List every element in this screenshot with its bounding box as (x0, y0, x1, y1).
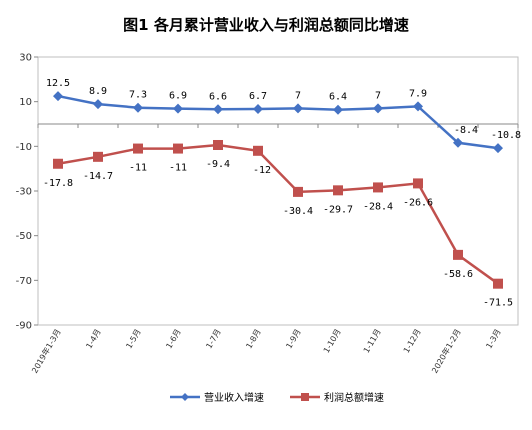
y-tick-label-3: -30 (16, 187, 32, 198)
x-tick-label-2: 1-5月 (124, 328, 142, 351)
series-line-1 (57, 143, 499, 285)
legend-marker-0 (181, 393, 189, 401)
y-tick-label-5: -70 (16, 276, 32, 287)
y-tick-label-4: -50 (16, 231, 32, 242)
x-tick-label-0: 2019年1-3月 (29, 327, 62, 375)
series-0-point-5 (253, 104, 263, 115)
series-0-label-4: 6.6 (209, 91, 227, 102)
series-0-label-5: 6.7 (249, 91, 267, 102)
series-0-point-8 (373, 103, 383, 114)
series-0-point-1 (93, 99, 103, 110)
series-1-label-11: -71.5 (483, 298, 513, 309)
series-1-label-1: -14.7 (83, 171, 113, 182)
x-tick-label-1: 1-4月 (84, 328, 102, 351)
x-tick-label-6: 1-9月 (284, 328, 302, 351)
series-0-label-2: 7.3 (129, 90, 147, 101)
legend-label-0: 营业收入增速 (204, 391, 264, 404)
series-1-label-8: -28.4 (363, 201, 393, 212)
series-1-label-10: -58.6 (443, 269, 473, 280)
series-0-label-8: 7 (375, 90, 381, 101)
x-tick-label-4: 1-7月 (204, 328, 222, 351)
series-0-point-0 (53, 91, 63, 102)
series-0-label-10: -8.4 (454, 125, 478, 136)
series-0-point-9 (413, 101, 423, 112)
series-1-point-5 (253, 145, 263, 156)
series-1-point-9 (413, 178, 423, 189)
series-1-point-1 (93, 151, 103, 162)
series-0-point-10 (453, 137, 463, 148)
series-0-label-0: 12.5 (46, 78, 70, 89)
series-1-point-11 (493, 278, 503, 289)
x-tick-label-5: 1-8月 (244, 328, 262, 351)
series-1-label-6: -30.4 (283, 206, 313, 217)
series-0-label-9: 7.9 (409, 88, 427, 99)
legend-marker-1 (301, 393, 309, 401)
series-1-label-2: -11 (129, 163, 147, 174)
series-1-point-10 (453, 249, 463, 260)
series-1-point-2 (133, 143, 143, 154)
x-tick-label-9: 1-12月 (402, 328, 423, 355)
series-0-point-2 (133, 102, 143, 113)
x-tick-label-7: 1-10月 (322, 328, 343, 355)
series-line-0 (57, 94, 499, 150)
y-tick-label-2: -10 (16, 142, 32, 153)
x-tick-label-11: 1-3月 (484, 328, 502, 351)
series-0-label-6: 7 (295, 90, 301, 101)
series-1-point-8 (373, 182, 383, 193)
series-1-label-4: -9.4 (206, 159, 230, 170)
series-0-point-3 (173, 103, 183, 114)
series-1-point-4 (213, 139, 223, 150)
x-tick-label-3: 1-6月 (164, 328, 182, 351)
series-0-label-1: 8.9 (89, 86, 107, 97)
y-tick-label-1: 10 (19, 97, 32, 108)
series-1-label-7: -29.7 (323, 204, 353, 215)
series-1-point-7 (333, 185, 343, 196)
series-1-label-9: -26.6 (403, 197, 433, 208)
series-0-point-6 (293, 103, 303, 114)
series-1-label-0: -17.8 (43, 178, 73, 189)
series-1-label-3: -11 (169, 163, 187, 174)
series-0-label-3: 6.9 (169, 91, 187, 102)
series-0-point-4 (213, 104, 223, 115)
chart-title: 图1 各月累计营业收入与利润总额同比增速 (123, 16, 409, 34)
series-0-label-11: -10.8 (491, 130, 521, 141)
series-0-point-11 (493, 143, 503, 154)
x-tick-label-8: 1-11月 (362, 328, 383, 355)
y-tick-label-6: -90 (16, 321, 32, 332)
series-1-point-3 (173, 143, 183, 154)
plot-frame (37, 56, 519, 326)
legend-label-1: 利润总额增速 (324, 391, 384, 404)
series-0-point-7 (333, 104, 343, 115)
series-1-label-5: -12 (253, 165, 271, 176)
series-1-point-0 (53, 158, 63, 169)
series-1-point-6 (293, 186, 303, 197)
series-0-label-7: 6.4 (329, 92, 347, 103)
y-tick-label-0: 30 (19, 53, 32, 64)
x-tick-label-10: 2020年1-2月 (429, 327, 462, 375)
